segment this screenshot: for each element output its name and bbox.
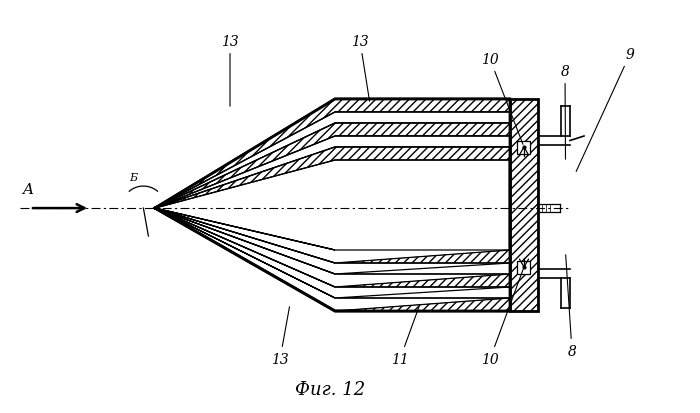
Text: 13: 13 [271,307,290,366]
Text: 13: 13 [221,35,239,107]
Polygon shape [155,147,510,263]
Text: 10: 10 [481,53,523,145]
Polygon shape [155,100,510,311]
Polygon shape [510,100,538,311]
Polygon shape [155,137,510,274]
Text: 9: 9 [576,48,634,172]
Polygon shape [155,100,510,311]
Text: 8: 8 [566,255,576,358]
Text: 11: 11 [391,307,419,366]
Text: Фиг. 12: Фиг. 12 [295,380,365,398]
Text: A: A [22,183,33,197]
Bar [517,261,531,274]
Text: 8: 8 [561,65,569,160]
Text: 13: 13 [351,35,370,102]
Bar [517,141,531,154]
Text: Б: Б [130,173,137,183]
Polygon shape [155,113,510,298]
Polygon shape [155,124,510,287]
Text: 10: 10 [481,270,523,366]
